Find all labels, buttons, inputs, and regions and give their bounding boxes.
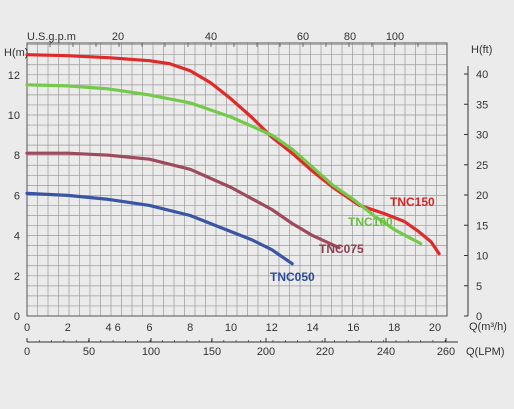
series-line-tnc100 bbox=[25, 83, 423, 246]
bottom-secondary-axis-label: Q(LPM) bbox=[466, 346, 505, 358]
bottom-primary-tick-label: 16 bbox=[347, 322, 359, 334]
series-label-tnc150: TNC150 bbox=[390, 195, 435, 209]
bottom-secondary-tick-label: 100 bbox=[142, 346, 160, 358]
series-line-tnc075 bbox=[25, 151, 341, 250]
series-label-tnc075: TNC075 bbox=[319, 242, 364, 256]
grid bbox=[26, 43, 448, 317]
bottom-secondary-tick-label: 150 bbox=[203, 346, 221, 358]
bottom-primary-tick-label: 20 bbox=[429, 322, 441, 334]
bottom-primary-tick-label: 12 bbox=[266, 322, 278, 334]
top-tick-label: 40 bbox=[205, 31, 217, 43]
bottom-primary-tick-label: 6 bbox=[115, 322, 121, 334]
right-axis-label: H(ft) bbox=[471, 44, 492, 56]
series-line-tnc050 bbox=[25, 191, 294, 266]
bottom-secondary-tick-label: 240 bbox=[377, 346, 395, 358]
right-tick-label: 35 bbox=[476, 99, 488, 111]
left-tick-label: 0 bbox=[14, 311, 20, 323]
right-tick-label: 20 bbox=[476, 190, 488, 202]
top-tick-label: 80 bbox=[344, 31, 356, 43]
bottom-primary-tick-label: 18 bbox=[388, 322, 400, 334]
right-tick-label: 15 bbox=[476, 220, 488, 232]
top-axis-label: U.S.g.p.m bbox=[27, 31, 76, 43]
left-tick-label: 4 bbox=[14, 231, 20, 243]
left-tick-label: 6 bbox=[14, 190, 20, 202]
right-tick-label: 30 bbox=[476, 130, 488, 142]
bottom-secondary-tick-label: 50 bbox=[83, 346, 95, 358]
top-tick-label: 100 bbox=[386, 31, 404, 43]
bottom-primary-tick-label: 14 bbox=[306, 322, 318, 334]
top-tick-label: 20 bbox=[112, 31, 124, 43]
bottom-secondary-tick-label: 200 bbox=[257, 346, 275, 358]
plot-border bbox=[26, 42, 448, 317]
left-tick-label: 8 bbox=[14, 150, 20, 162]
right-tick-label: 10 bbox=[476, 251, 488, 263]
left-tick-label: 10 bbox=[8, 110, 20, 122]
left-axis-label: H(m) bbox=[4, 47, 28, 59]
bottom-primary-tick-label: 10 bbox=[225, 322, 237, 334]
axis-titles: U.S.g.p.m H(m) H(ft) Q(m³/h) Q(LPM) bbox=[4, 31, 507, 358]
series-line-tnc150 bbox=[25, 53, 441, 256]
bottom-primary-axis-label: Q(m³/h) bbox=[469, 321, 507, 333]
right-tick-label: 40 bbox=[476, 69, 488, 81]
right-tick-label: 5 bbox=[476, 281, 482, 293]
bottom-secondary-tick-label: 260 bbox=[437, 346, 455, 358]
bottom-primary-tick-label: 0 bbox=[24, 322, 30, 334]
curves bbox=[25, 53, 441, 266]
bottom-primary-tick-label: 8 bbox=[187, 322, 193, 334]
right-tick-label: 25 bbox=[476, 160, 488, 172]
series-label-tnc050: TNC050 bbox=[270, 270, 315, 284]
left-tick-label: 12 bbox=[8, 70, 20, 82]
bottom-primary-tick-label: 4 bbox=[106, 322, 112, 334]
left-tick-label: 2 bbox=[14, 271, 20, 283]
top-tick-label: 60 bbox=[297, 31, 309, 43]
bottom-secondary-tick-label: 220 bbox=[316, 346, 334, 358]
bottom-secondary-tick-label: 0 bbox=[24, 346, 30, 358]
bottom-primary-tick-label: 2 bbox=[65, 322, 71, 334]
series-label-tnc100: TNC100 bbox=[348, 215, 393, 229]
bottom-primary-tick-label: 6 bbox=[146, 322, 152, 334]
right-tick-label: 0 bbox=[476, 311, 482, 323]
series-labels: TNC150 TNC100 TNC075 TNC050 bbox=[270, 195, 435, 284]
